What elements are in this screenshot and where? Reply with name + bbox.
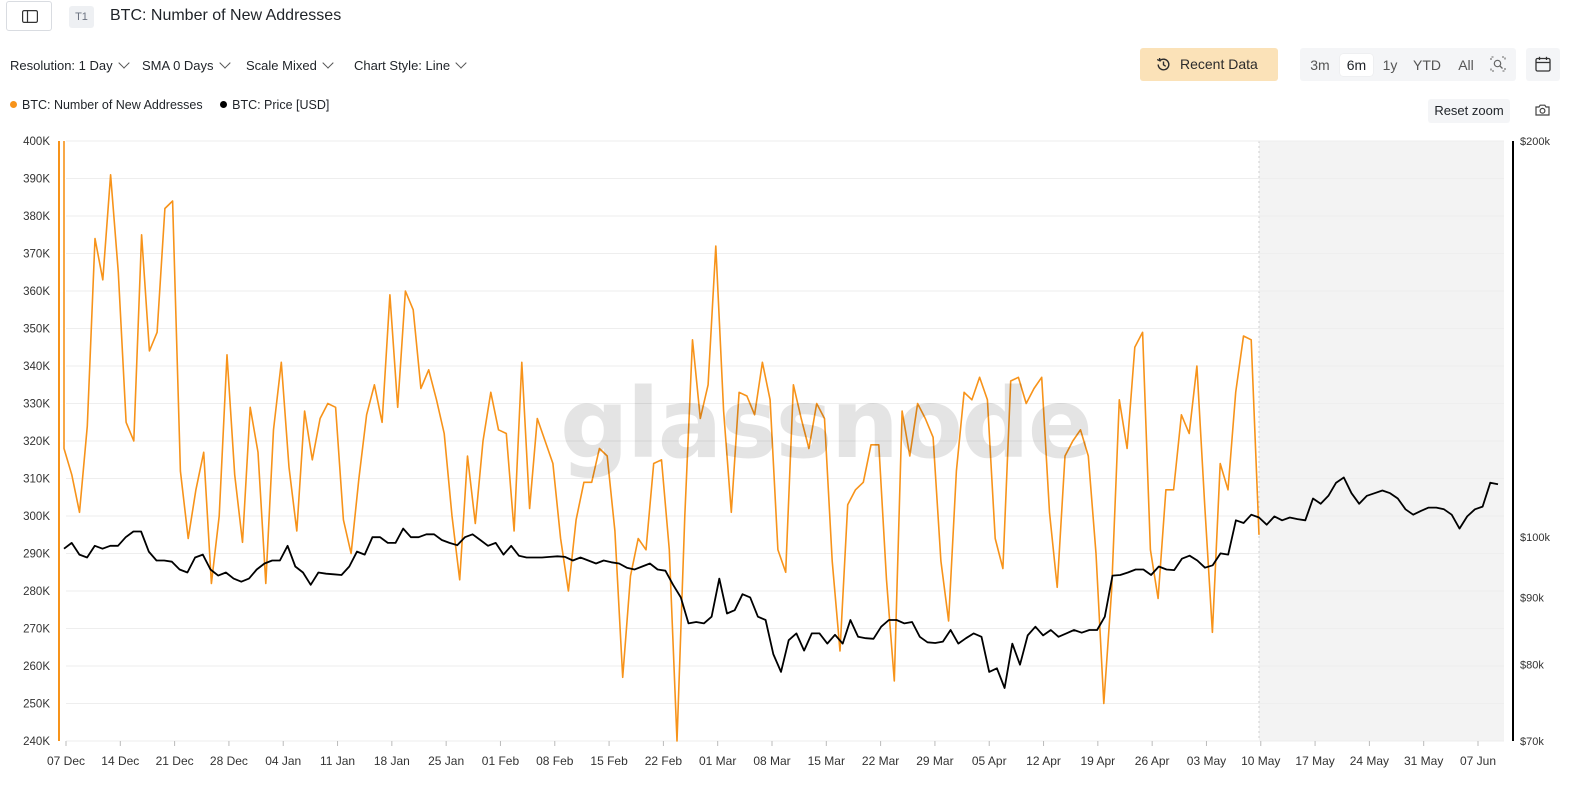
range-6m-button[interactable]: 6m — [1340, 54, 1373, 76]
y-left-tick-label: 360K — [23, 286, 50, 298]
x-tick-label: 01 Mar — [699, 754, 736, 768]
y-left-tick-label: 380K — [23, 211, 50, 223]
y-right-tick-label: $70k — [1520, 736, 1544, 748]
x-tick-label: 11 Jan — [320, 754, 355, 768]
x-tick-label: 03 May — [1187, 754, 1226, 768]
scale-label: Scale Mixed — [246, 58, 317, 73]
history-icon — [1156, 57, 1170, 71]
x-tick-label: 18 Jan — [374, 754, 410, 768]
legend-dot-icon — [10, 101, 17, 108]
y-left-tick-label: 240K — [23, 736, 50, 748]
camera-icon[interactable] — [1535, 104, 1550, 116]
x-tick-label: 04 Jan — [265, 754, 301, 768]
x-tick-label: 15 Mar — [808, 754, 845, 768]
y-left-tick-label: 250K — [23, 699, 50, 711]
y-left-tick-label: 340K — [23, 361, 50, 373]
x-tick-label: 12 Apr — [1026, 754, 1061, 768]
x-tick-label: 22 Mar — [862, 754, 899, 768]
sidebar-toggle-button[interactable] — [6, 1, 52, 31]
scale-dropdown[interactable]: Scale Mixed — [246, 57, 334, 73]
x-tick-label: 17 May — [1295, 754, 1334, 768]
x-tick-label: 05 Apr — [972, 754, 1007, 768]
sma-label: SMA 0 Days — [142, 58, 214, 73]
x-tick-label: 29 Mar — [916, 754, 953, 768]
reset-zoom-button[interactable]: Reset zoom — [1428, 99, 1510, 123]
range-all-button[interactable]: All — [1458, 57, 1474, 73]
top-bar: T1 BTC: Number of New Addresses — [0, 0, 1572, 34]
y-right-tick-label: $80k — [1520, 660, 1544, 672]
y-left-tick-label: 330K — [23, 399, 50, 411]
legend-item-addresses[interactable]: BTC: Number of New Addresses — [10, 98, 203, 112]
series-line-btc-price — [63, 476, 1499, 689]
x-tick-label: 21 Dec — [156, 754, 194, 768]
x-tick-label: 14 Dec — [101, 754, 139, 768]
x-tick-label: 08 Feb — [536, 754, 574, 768]
recent-data-button[interactable]: Recent Data — [1140, 48, 1278, 81]
calendar-button[interactable] — [1526, 48, 1560, 81]
chart-area[interactable]: 400K 390K 380K 370K 360K 350K 340K 330K 320K 310K… — [0, 130, 1572, 786]
series-line-new-addresses — [63, 141, 1260, 742]
recent-data-label: Recent Data — [1180, 56, 1258, 72]
x-tick-label: 31 May — [1404, 754, 1443, 768]
chart-style-dropdown[interactable]: Chart Style: Line — [354, 57, 467, 73]
zoom-select-icon[interactable] — [1490, 56, 1506, 72]
chart-legend: BTC: Number of New Addresses BTC: Price … — [10, 98, 343, 112]
x-tick-label: 26 Apr — [1135, 754, 1170, 768]
x-tick-label: 25 Jan — [428, 754, 464, 768]
legend-label-addresses: BTC: Number of New Addresses — [22, 98, 203, 112]
y-left-tick-label: 260K — [23, 661, 50, 673]
resolution-label: Resolution: 1 Day — [10, 58, 113, 73]
calendar-icon — [1535, 56, 1551, 72]
chevron-down-icon — [455, 57, 467, 69]
sma-dropdown[interactable]: SMA 0 Days — [142, 57, 231, 73]
range-ytd-button[interactable]: YTD — [1413, 57, 1441, 73]
legend-dot-icon — [220, 101, 228, 108]
page-title: BTC: Number of New Addresses — [110, 7, 342, 24]
x-tick-label: 19 Apr — [1080, 754, 1115, 768]
y-left-tick-label: 280K — [23, 586, 50, 598]
y-left-tick-label: 290K — [23, 549, 50, 561]
range-1y-button[interactable]: 1y — [1382, 57, 1398, 73]
resolution-dropdown[interactable]: Resolution: 1 Day — [10, 57, 130, 73]
y-left-tick-label: 270K — [23, 624, 50, 636]
chevron-down-icon — [117, 57, 130, 69]
chart-style-label: Chart Style: Line — [354, 58, 451, 73]
y-right-tick-label: $100k — [1520, 532, 1550, 544]
y-right-tick-label: $200k — [1520, 136, 1550, 148]
y-left-tick-label: 300K — [23, 511, 50, 523]
chevron-down-icon — [218, 57, 231, 69]
watermark: glassnode — [560, 368, 1093, 480]
chart-controls: Resolution: 1 Day SMA 0 Days Scale Mixed… — [0, 48, 1572, 84]
x-tick-label: 07 Jun — [1460, 754, 1496, 768]
x-tick-label: 24 May — [1350, 754, 1389, 768]
y-left-tick-label: 370K — [23, 249, 50, 261]
x-tick-label: 10 May — [1241, 754, 1280, 768]
y-right-tick-label: $90k — [1520, 592, 1544, 604]
legend-label-price: BTC: Price [USD] — [232, 98, 330, 112]
y-left-tick-label: 400K — [23, 136, 50, 148]
range-3m-button[interactable]: 3m — [1310, 57, 1330, 73]
x-tick-label: 28 Dec — [210, 754, 248, 768]
x-tick-label: 01 Feb — [482, 754, 520, 768]
y-left-tick-label: 350K — [23, 324, 50, 336]
sidebar-toggle-icon — [22, 10, 38, 23]
x-tick-label: 08 Mar — [753, 754, 790, 768]
y-left-tick-label: 390K — [23, 174, 50, 186]
tier-badge: T1 — [69, 6, 94, 28]
x-tick-label: 15 Feb — [590, 754, 628, 768]
legend-item-price[interactable]: BTC: Price [USD] — [220, 98, 329, 112]
time-range-group: 3m 6m 1y YTD All — [1300, 48, 1516, 81]
x-tick-label: 07 Dec — [47, 754, 85, 768]
chevron-down-icon — [322, 57, 334, 69]
y-left-tick-label: 310K — [23, 474, 50, 486]
y-left-tick-label: 320K — [23, 436, 50, 448]
x-tick-label: 22 Feb — [645, 754, 683, 768]
